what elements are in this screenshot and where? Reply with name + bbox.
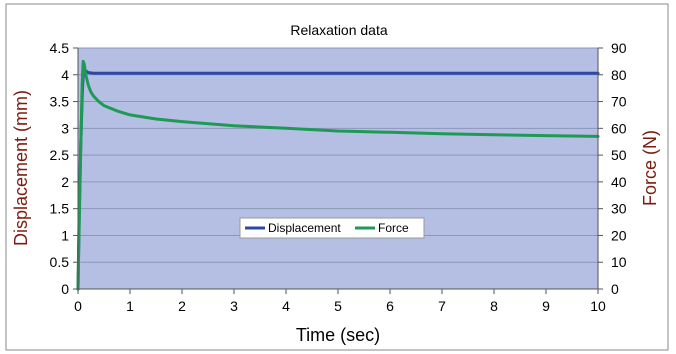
plot-area — [78, 48, 598, 289]
y-tick-label-left: 2 — [61, 174, 69, 190]
y-tick-label-right: 20 — [611, 227, 627, 243]
y-tick-label-left: 3.5 — [50, 94, 70, 110]
y-tick-label-right: 70 — [611, 94, 627, 110]
x-tick-label: 7 — [438, 298, 446, 314]
x-tick-label: 4 — [282, 298, 290, 314]
y-axis-title-left: Displacement (mm) — [11, 90, 31, 246]
x-tick-label: 5 — [334, 298, 342, 314]
y-tick-label-left: 4 — [61, 67, 69, 83]
y-tick-label-left: 3 — [61, 120, 69, 136]
y-tick-label-right: 80 — [611, 67, 627, 83]
x-tick-label: 2 — [178, 298, 186, 314]
y-axis-title-right: Force (N) — [640, 130, 660, 206]
x-tick-label: 8 — [490, 298, 498, 314]
y-tick-label-right: 10 — [611, 254, 627, 270]
x-tick-label: 6 — [386, 298, 394, 314]
y-tick-label-left: 4.5 — [50, 40, 70, 56]
x-tick-label: 10 — [590, 298, 606, 314]
y-tick-label-right: 90 — [611, 40, 627, 56]
x-tick-label: 1 — [126, 298, 134, 314]
y-tick-label-right: 0 — [611, 281, 619, 297]
legend-label-force: Force — [378, 221, 409, 235]
legend: Displacement Force — [240, 218, 424, 238]
chart-title: Relaxation data — [290, 22, 388, 38]
y-tick-label-left: 0 — [61, 281, 69, 297]
y-tick-label-right: 50 — [611, 147, 627, 163]
y-tick-label-left: 1.5 — [50, 201, 70, 217]
y-tick-label-left: 2.5 — [50, 147, 70, 163]
x-axis-title: Time (sec) — [296, 325, 380, 345]
legend-label-displacement: Displacement — [268, 221, 341, 235]
x-tick-label: 9 — [542, 298, 550, 314]
x-tick-label: 3 — [230, 298, 238, 314]
y-tick-label-right: 40 — [611, 174, 627, 190]
y-tick-label-left: 0.5 — [50, 254, 70, 270]
x-tick-label: 0 — [74, 298, 82, 314]
y-tick-label-left: 1 — [61, 227, 69, 243]
y-tick-label-right: 60 — [611, 120, 627, 136]
y-tick-label-right: 30 — [611, 201, 627, 217]
